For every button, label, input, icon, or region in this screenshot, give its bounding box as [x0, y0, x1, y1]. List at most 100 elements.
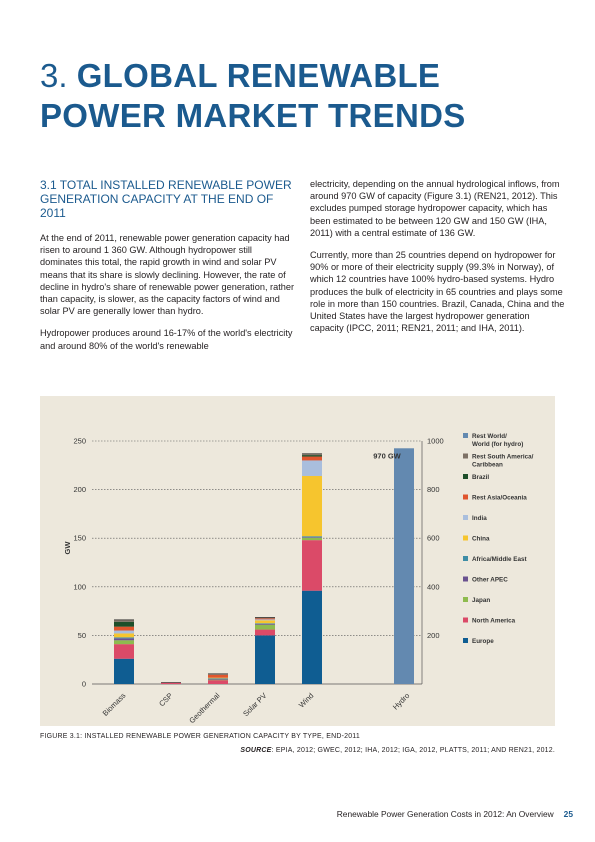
- legend-label: Rest South America/: [472, 454, 534, 461]
- title-line-2: POWER MARKET TRENDS: [40, 97, 466, 134]
- y-tick-label: 250: [73, 437, 86, 446]
- legend-swatch: [463, 597, 468, 602]
- bar-segment: [302, 537, 322, 541]
- bar-segment: [114, 658, 134, 684]
- legend-swatch: [463, 576, 468, 582]
- legend-label-line2: World (for hydro): [472, 441, 523, 448]
- page-title: 3. GLOBAL RENEWABLE POWER MARKET TRENDS: [40, 56, 560, 136]
- x-tick-label: Wind: [297, 691, 315, 709]
- figure-3-1-chart: 0 50 100 150 200 250 200 400 600 800 1000 GW Biomass…: [40, 396, 555, 726]
- y-tick-label: 200: [73, 485, 86, 494]
- legend-swatch: [463, 535, 468, 541]
- legend-label: Other APEC: [472, 577, 508, 584]
- hydro-value-label: 970 GW: [373, 451, 401, 460]
- legend-swatch: [463, 474, 468, 479]
- y-tick-label: 100: [73, 582, 86, 591]
- bar-segment: [255, 624, 275, 630]
- bar-segment: [114, 644, 134, 659]
- source-text: : EPIA, 2012; GWEC, 2012; IHA, 2012; IGA…: [271, 747, 555, 754]
- bar-segment: [302, 536, 322, 538]
- legend-swatch: [463, 433, 468, 438]
- bar-segment: [208, 673, 228, 675]
- bar-segment: [255, 619, 275, 621]
- x-tick-label: Geothermal: [187, 691, 221, 725]
- y2-tick-label: 200: [427, 631, 440, 640]
- bar-segment: [114, 621, 134, 627]
- bar-segment: [114, 638, 134, 641]
- legend-label: Africa/Middle East: [472, 556, 527, 563]
- bar-segment: [208, 674, 228, 678]
- bar-segment: [208, 677, 228, 679]
- bar-segment: [114, 640, 134, 645]
- legend-swatch: [463, 617, 468, 623]
- bar-segment: [255, 620, 275, 624]
- bar-segment: [161, 682, 181, 684]
- x-tick-label: Biomass: [101, 691, 128, 718]
- y2-tick-label: 1000: [427, 437, 444, 446]
- legend-label: North America: [472, 618, 516, 625]
- legend-label: Rest World/: [472, 433, 507, 440]
- bar-segment: [255, 623, 275, 624]
- y-axis-label: GW: [63, 541, 72, 555]
- bar-segment: [302, 475, 322, 537]
- left-column: 3.1 TOTAL INSTALLED RENEWABLE POWER GENE…: [40, 178, 295, 362]
- figure-caption: FIGURE 3.1: INSTALLED RENEWABLE POWER GE…: [40, 733, 360, 740]
- bar-segment: [208, 680, 228, 684]
- bar-segment: [255, 617, 275, 619]
- y2-tick-label: 400: [427, 582, 440, 591]
- y-tick-label: 50: [78, 631, 86, 640]
- right-column: electricity, depending on the annual hyd…: [310, 178, 565, 344]
- legend-label: Europe: [472, 638, 494, 645]
- bar-segment: [114, 619, 134, 622]
- legend-swatch: [463, 453, 468, 459]
- bar-segment: [208, 678, 228, 679]
- legend-label: India: [472, 515, 487, 522]
- y-tick-label: 150: [73, 534, 86, 543]
- section-heading: 3.1 TOTAL INSTALLED RENEWABLE POWER GENE…: [40, 178, 292, 220]
- legend-swatch: [463, 556, 468, 561]
- bar-segment: [114, 630, 134, 634]
- bar-segment: [255, 623, 275, 625]
- bar-segment: [302, 460, 322, 476]
- legend-label: Japan: [472, 597, 490, 604]
- page-footer: Renewable Power Generation Costs in 2012…: [337, 809, 573, 819]
- stacked-bar-chart: 0 50 100 150 200 250 200 400 600 800 1000 GW Biomass…: [63, 433, 534, 725]
- figure-source: SOURCE: EPIA, 2012; GWEC, 2012; IHA, 201…: [240, 747, 555, 754]
- bar-segment: [255, 635, 275, 684]
- bar-segment: [255, 629, 275, 636]
- page-number: 25: [563, 809, 573, 819]
- source-label: SOURCE: [240, 747, 272, 754]
- legend-label: Rest Asia/Oceania: [472, 495, 527, 502]
- title-line-1: GLOBAL RENEWABLE: [76, 57, 441, 94]
- y2-tick-label: 800: [427, 485, 440, 494]
- hydro-bar: [394, 448, 414, 684]
- bar-segment: [208, 679, 228, 681]
- bar-segment: [114, 626, 134, 631]
- paragraph-1: At the end of 2011, renewable power gene…: [40, 233, 295, 317]
- footer-title: Renewable Power Generation Costs in 2012…: [336, 809, 554, 819]
- bar-segment: [255, 618, 275, 620]
- paragraph-4: Currently, more than 25 countries depend…: [310, 250, 565, 334]
- legend-label: China: [472, 536, 490, 543]
- paragraph-3: electricity, depending on the annual hyd…: [310, 179, 560, 238]
- bar-segment: [114, 633, 134, 638]
- x-tick-label: Hydro: [391, 691, 412, 712]
- y2-tick-label: 600: [427, 534, 440, 543]
- bar-segment: [114, 637, 134, 639]
- legend-swatch: [463, 494, 468, 500]
- legend-label: Brazil: [472, 474, 489, 481]
- legend-swatch: [463, 515, 468, 520]
- legend-swatch: [463, 638, 468, 643]
- bar-segment: [302, 590, 322, 684]
- chapter-number: 3.: [40, 57, 68, 94]
- x-tick-label: Solar PV: [241, 691, 268, 718]
- x-tick-label: CSP: [157, 691, 174, 708]
- bar-segment: [302, 455, 322, 457]
- bar-segment: [302, 456, 322, 461]
- bar-segment: [302, 453, 322, 456]
- y-tick-label: 0: [82, 680, 86, 689]
- legend-label-line2: Caribbean: [472, 462, 503, 469]
- bar-segment: [302, 540, 322, 591]
- paragraph-2: Hydropower produces around 16-17% of the…: [40, 328, 293, 351]
- bar-segment: [302, 537, 322, 538]
